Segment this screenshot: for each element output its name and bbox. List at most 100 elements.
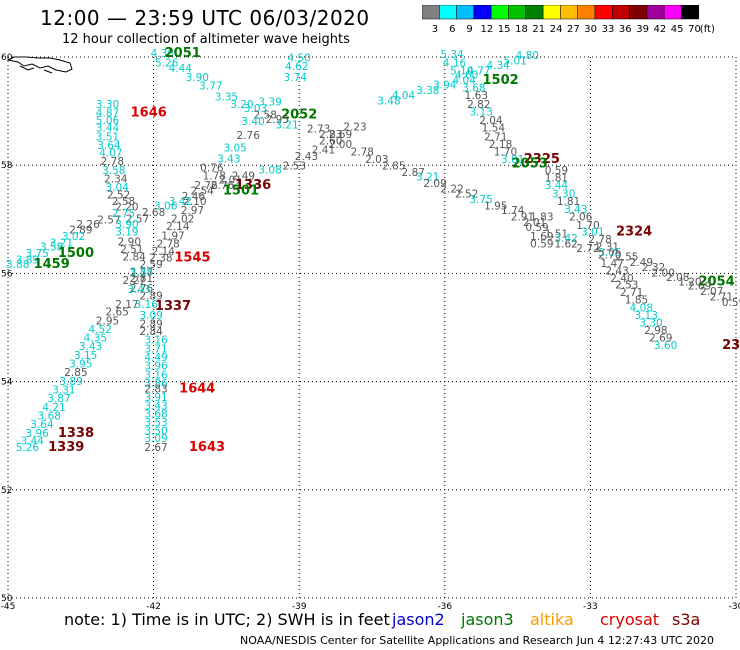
wave-height-value: 2.76 bbox=[130, 283, 154, 295]
wave-height-value: 1.47 bbox=[601, 258, 624, 270]
wave-height-value: 3.16 bbox=[144, 335, 168, 347]
longitude-tick: -30 bbox=[729, 602, 740, 610]
wave-height-value: 2.67 bbox=[144, 442, 167, 454]
wave-height-value: 1.83 bbox=[530, 211, 553, 223]
wave-height-value: 3.90 bbox=[186, 72, 209, 84]
wave-height-map: -45-42-39-36-33-30505254565860 4.3820515… bbox=[1, 46, 740, 610]
wave-height-value: 3.08 bbox=[258, 164, 281, 176]
wave-height-value: 2.08 bbox=[666, 272, 689, 284]
pass-time-label: 1644 bbox=[179, 381, 215, 396]
wave-height-value: 2.07 bbox=[700, 286, 723, 298]
wave-height-value: 2.84 bbox=[122, 251, 146, 263]
wave-height-value: 1.78 bbox=[203, 170, 226, 182]
pass-time-label: 2052 bbox=[281, 108, 317, 123]
wave-height-value: 4.38 bbox=[151, 48, 174, 60]
wave-height-value: 3.43 bbox=[127, 284, 150, 296]
pass-time-label: 2325 bbox=[524, 152, 560, 167]
wave-height-value: 3.64 bbox=[97, 140, 121, 152]
legend-s3a: s3a bbox=[672, 610, 701, 629]
wave-height-value: 3.21 bbox=[416, 171, 439, 183]
wave-height-value: 2.85 bbox=[382, 161, 405, 173]
wave-height-value: 4.60 bbox=[455, 70, 478, 82]
wave-height-value: 5.10 bbox=[450, 65, 473, 77]
wave-height-value: 2.98 bbox=[644, 325, 667, 337]
legend-cryosat: cryosat bbox=[600, 610, 660, 629]
wave-height-value: 2.46 bbox=[182, 191, 206, 203]
latitude-tick: 58 bbox=[1, 161, 13, 171]
wave-height-value: 3.96 bbox=[144, 361, 168, 373]
color-scale-tick: 15 bbox=[498, 24, 511, 35]
color-scale-tick: 39 bbox=[636, 24, 649, 35]
wave-height-value: 1.97 bbox=[161, 230, 184, 242]
wave-height-value: 2.87 bbox=[402, 167, 425, 179]
color-scale-tick: 3 bbox=[432, 24, 438, 35]
pass-time-label: 2324 bbox=[616, 225, 652, 240]
wave-height-value: 3.39 bbox=[258, 97, 281, 109]
wave-height-value: 1.95 bbox=[484, 201, 507, 213]
color-scale-tick: 42 bbox=[654, 24, 667, 35]
wave-height-value: 3.77 bbox=[199, 80, 222, 92]
wave-height-value: 3.16 bbox=[135, 299, 159, 311]
wave-height-value: 3.75 bbox=[25, 248, 48, 260]
wave-height-value: 2.69 bbox=[329, 129, 352, 141]
pass-time-label: 1500 bbox=[58, 246, 94, 261]
latitude-tick: 56 bbox=[1, 269, 13, 279]
color-scale-tick: 33 bbox=[602, 24, 615, 35]
wave-height-value: 4.16 bbox=[443, 58, 467, 70]
wave-height-value: 2.43 bbox=[605, 265, 628, 277]
color-scale-tick: 70 bbox=[688, 24, 701, 35]
wave-height-value: 3.13 bbox=[635, 310, 658, 322]
wave-height-value: 3.58 bbox=[102, 165, 125, 177]
wave-height-value: 3.74 bbox=[284, 72, 308, 84]
wave-height-value: 3.20 bbox=[230, 99, 253, 111]
wave-height-value: 2.71 bbox=[710, 291, 733, 303]
wave-height-value: 3.43 bbox=[79, 341, 102, 353]
wave-height-value: 0.59 bbox=[530, 238, 553, 250]
wave-height-value: 3.88 bbox=[130, 267, 153, 279]
color-scale-tick: 21 bbox=[532, 24, 545, 35]
wave-height-value: 3.06 bbox=[154, 201, 178, 213]
latitude-tick: 50 bbox=[1, 594, 13, 604]
wave-height-value: 1.69 bbox=[530, 231, 553, 243]
wave-height-value: 2.57 bbox=[97, 215, 120, 227]
wave-height-value: 3.30 bbox=[639, 317, 662, 329]
wave-height-value: 3.90 bbox=[115, 219, 138, 231]
wave-height-value: 2.69 bbox=[649, 333, 672, 345]
wave-height-value: 2.71 bbox=[484, 131, 507, 143]
wave-height-value: 3.89 bbox=[59, 376, 82, 388]
wave-height-value: 2.55 bbox=[615, 251, 638, 263]
wave-height-value: 4.77 bbox=[467, 65, 490, 77]
wave-height-value: 2.27 bbox=[122, 275, 145, 287]
wave-height-value: 0.59 bbox=[525, 222, 548, 234]
color-scale-tick: 12 bbox=[481, 24, 494, 35]
wave-height-value: 3.75 bbox=[470, 194, 493, 206]
wave-height-value: 2.75 bbox=[112, 208, 135, 220]
wave-height-value: 3.30 bbox=[96, 99, 119, 111]
legend-jason2: jason2 bbox=[392, 610, 445, 629]
pass-time-label: 1646 bbox=[131, 106, 167, 121]
wave-height-value: 3.43 bbox=[144, 401, 167, 413]
pass-time-label: 2051 bbox=[165, 46, 201, 61]
color-scale-tick: 45 bbox=[671, 24, 684, 35]
wave-height-value: 2.97 bbox=[181, 205, 204, 217]
wave-height-value: 3.53 bbox=[144, 417, 167, 429]
wave-height-value: 4.50 bbox=[288, 52, 311, 64]
wave-height-value: 3.91 bbox=[144, 392, 167, 404]
wave-height-value: 4.44 bbox=[169, 63, 193, 75]
color-scale-tick: 6 bbox=[449, 24, 455, 35]
legend: note: 1) Time is in UTC; 2) SWH is in fe… bbox=[0, 610, 740, 634]
wave-height-value: 2.51 bbox=[120, 244, 143, 256]
wave-height-value: 3.43 bbox=[217, 153, 240, 165]
wave-height-value: 3.88 bbox=[6, 259, 29, 271]
wave-height-value: 2.09 bbox=[423, 178, 446, 190]
wave-height-value: 2.69 bbox=[688, 281, 711, 293]
wave-height-value: 5.34 bbox=[440, 49, 464, 61]
wave-height-value: 3.95 bbox=[69, 359, 92, 371]
wave-height-value: 2.52 bbox=[455, 189, 478, 201]
wave-height-value: 2.68 bbox=[142, 207, 165, 219]
wave-height-value: 2.02 bbox=[171, 214, 194, 226]
wave-height-value: 1.81 bbox=[545, 172, 568, 184]
wave-height-value: 1.54 bbox=[482, 123, 506, 135]
wave-height-value: 2.26 bbox=[76, 219, 100, 231]
color-scale-tick: 18 bbox=[515, 24, 528, 35]
